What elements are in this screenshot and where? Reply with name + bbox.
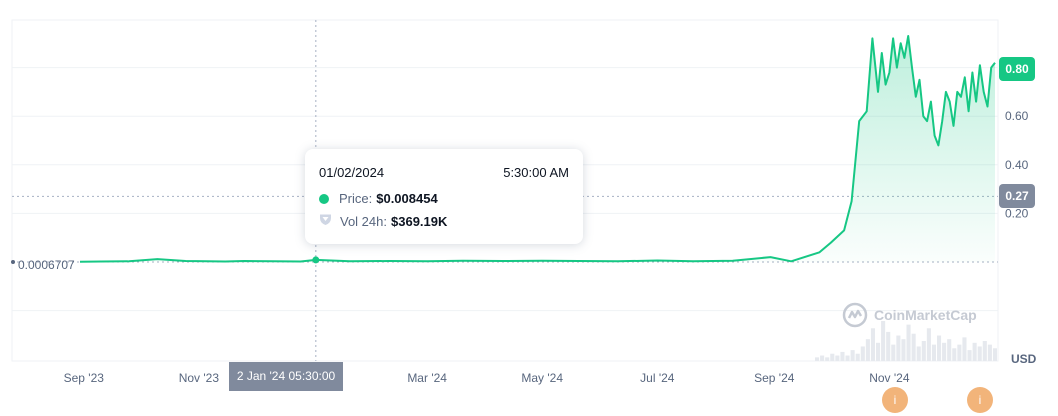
volume-bar-30 [967, 350, 972, 361]
tooltip-time: 5:30:00 AM [503, 165, 569, 180]
x-tick-label-3: Mar '24 [407, 371, 447, 385]
volume-bar-33 [982, 341, 987, 361]
start-point [11, 260, 15, 264]
volume-bar-27 [952, 348, 957, 361]
current-price-badge: 0.80 [999, 57, 1035, 81]
volume-bar-34 [987, 344, 992, 361]
volume-bar-10 [865, 339, 870, 361]
volume-bar-28 [957, 344, 962, 361]
volume-bar-24 [937, 335, 942, 361]
volume-bar-13 [881, 321, 886, 361]
coinmarketcap-logo-icon [842, 302, 868, 328]
price-area [80, 36, 995, 262]
volume-bar-17 [901, 339, 906, 361]
x-tick-label-1: Nov '23 [179, 371, 220, 385]
volume-bar-21 [921, 341, 926, 361]
coinmarketcap-watermark: CoinMarketCap [842, 302, 977, 328]
volume-bar-35 [992, 348, 997, 361]
hover-point [312, 256, 320, 264]
volume-bar-20 [916, 346, 921, 361]
tooltip-price-value: $0.008454 [376, 191, 438, 206]
start-price-label: 0.0006707 [18, 258, 75, 272]
volume-bar-19 [911, 333, 916, 361]
currency-unit-label: USD [1011, 352, 1037, 366]
volume-bar-2 [825, 357, 830, 361]
volume-bar-9 [860, 346, 865, 361]
x-tick-label-5: Jul '24 [640, 371, 675, 385]
price-line [79, 35, 996, 263]
volume-bar-14 [886, 331, 891, 361]
tooltip-volume-row: Vol 24h: $369.19K [319, 213, 447, 229]
y-tick-label-1: 0.40 [1005, 158, 1029, 172]
volume-bar-1 [820, 355, 825, 361]
volume-bar-12 [876, 342, 881, 361]
x-tick-label-0: Sep '23 [64, 371, 105, 385]
volume-bar-31 [972, 342, 977, 361]
volume-shield-icon [319, 213, 332, 229]
volume-bar-23 [931, 344, 936, 361]
volume-bar-26 [947, 339, 952, 361]
tooltip-volume-label: Vol 24h: [340, 213, 387, 229]
crosshair-date-badge: 2 Jan '24 05:30:00 [229, 362, 343, 391]
volume-bar-4 [835, 355, 840, 361]
event-info-pin-1[interactable]: i [882, 387, 908, 413]
plot-frame [11, 19, 999, 362]
x-tick-label-4: May '24 [521, 371, 563, 385]
volume-bar-29 [962, 337, 967, 361]
price-dot-icon [319, 193, 329, 204]
volume-bar-8 [855, 353, 860, 361]
tooltip-date: 01/02/2024 [319, 165, 385, 180]
x-tick-label-7: Nov '24 [869, 371, 910, 385]
volume-bar-6 [845, 355, 850, 361]
volume-bar-0 [815, 357, 820, 361]
tooltip-price-row: Price: $0.008454 [319, 191, 438, 206]
volume-bar-22 [926, 328, 931, 361]
volume-bar-7 [850, 350, 855, 361]
volume-bar-11 [870, 328, 875, 361]
tooltip-volume-value: $369.19K [391, 213, 448, 229]
x-tick-label-6: Sep '24 [754, 371, 795, 385]
price-tooltip: 01/02/2024 5:30:00 AM Price: $0.008454 V… [305, 149, 583, 244]
tooltip-price-label: Price: [339, 191, 373, 206]
volume-bar-32 [977, 346, 982, 361]
volume-bar-18 [906, 324, 911, 361]
volume-bar-5 [840, 351, 845, 361]
y-tick-label-0: 0.20 [1005, 206, 1029, 220]
y-tick-label-2: 0.60 [1005, 109, 1029, 123]
volume-bar-16 [896, 335, 901, 361]
volume-bar-15 [891, 344, 896, 361]
watermark-text: CoinMarketCap [874, 307, 977, 323]
event-info-pin-2[interactable]: i [967, 387, 993, 413]
volume-bar-25 [942, 342, 947, 361]
reference-price-badge: 0.27 [999, 184, 1035, 208]
volume-bar-3 [830, 353, 835, 361]
